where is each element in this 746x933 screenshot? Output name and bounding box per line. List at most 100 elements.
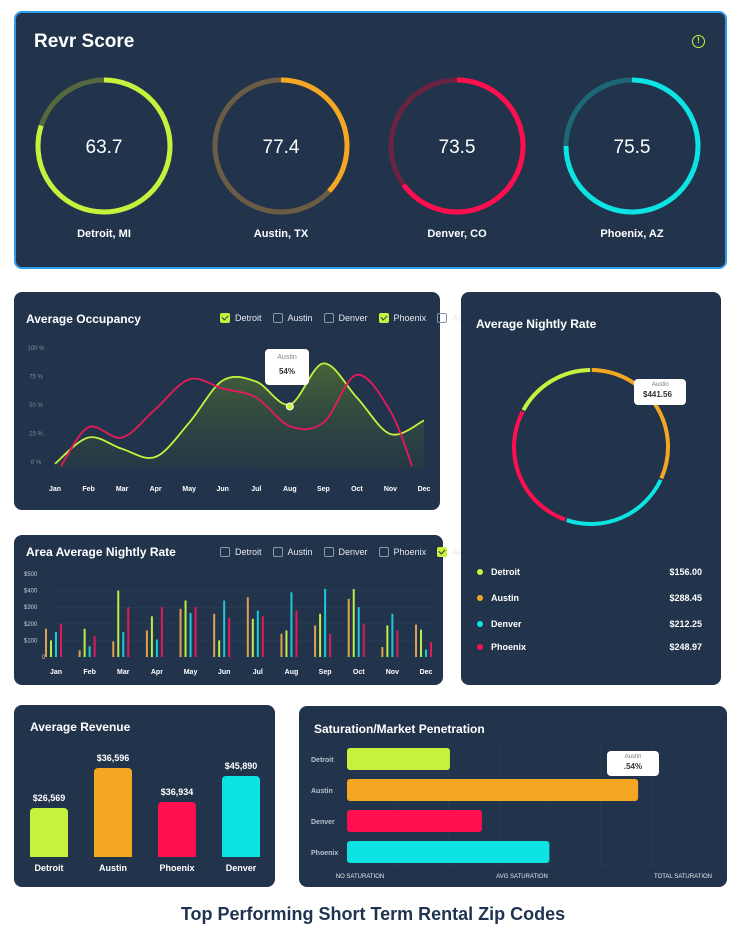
gauge-label: Detroit, MI (77, 228, 131, 240)
bar (425, 649, 427, 657)
series-line-phoenix (60, 373, 413, 467)
checkbox-phoenix[interactable] (378, 313, 389, 323)
tooltip-value: $441.56 (643, 390, 672, 399)
checkbox-label: Phoenix (393, 313, 427, 323)
bar (218, 640, 221, 657)
checkbox-all[interactable] (437, 547, 448, 557)
bar (189, 613, 192, 657)
checkbox-label: Denver (338, 547, 368, 557)
x-tick-label: May (184, 669, 198, 676)
y-tick-label: $500 (24, 572, 38, 578)
checkbox-detroit[interactable] (220, 547, 230, 557)
donut-chart: Detroit $156.00 Austin $288.45 Denver $212.25… (477, 368, 702, 652)
bar (112, 641, 115, 657)
bar (179, 608, 182, 657)
bar (55, 632, 57, 657)
x-tick-label: Oct (351, 486, 363, 493)
checkbox-austin[interactable] (272, 313, 283, 323)
checkbox-phoenix[interactable] (378, 547, 389, 557)
legend-name: Austin (491, 593, 519, 603)
bar (228, 617, 231, 657)
bar-label: Detroit (311, 757, 334, 764)
checkbox-label: Denver (338, 313, 368, 323)
y-tick-label: 50 % (29, 403, 43, 409)
bar (290, 592, 293, 657)
revenue-bar (222, 776, 260, 857)
x-tick-label: Dec (418, 486, 431, 493)
bar (150, 616, 153, 657)
checkbox-denver[interactable] (323, 547, 334, 557)
saturation-bar-austin (347, 779, 639, 801)
x-tick-label: Mar (116, 486, 129, 493)
y-tick-label: $200 (24, 622, 38, 628)
gauge-fill (401, 77, 526, 215)
checkbox-all[interactable] (437, 313, 448, 323)
y-tick-label: $400 (24, 589, 38, 595)
legend-name: Denver (491, 619, 522, 629)
legend-name: Detroit (491, 567, 520, 577)
average-revenue-card: Average Revenue $26,569 Detroit $36,596 Aus… (14, 705, 275, 887)
average-occupancy-card: Average Occupancy Detroit Austin Denver Pho… (14, 292, 462, 510)
legend-dot (477, 569, 483, 575)
bar (314, 625, 317, 657)
legend-dot (477, 621, 483, 627)
y-tick-label: 0 (42, 655, 46, 661)
checkbox-label: Phoenix (393, 547, 427, 557)
legend-dot (477, 595, 483, 601)
legend-value: $212.25 (669, 619, 702, 629)
bar (261, 616, 264, 657)
legend-value: $288.45 (669, 593, 702, 603)
saturation-bar-phoenix (347, 841, 550, 863)
x-tick-label: Oct (353, 669, 365, 676)
checkbox-denver[interactable] (323, 313, 334, 323)
gauge-fill (280, 77, 350, 193)
bar (194, 607, 197, 657)
checkbox-detroit[interactable] (220, 313, 230, 323)
gauge-fill (563, 77, 701, 215)
gauge-value: 73.5 (439, 137, 476, 158)
bar (117, 590, 120, 657)
x-tick-label: Sep (317, 486, 330, 493)
bar (415, 624, 417, 657)
nightly-rate-bar-chart: $500 $400 $300 $200 $100 0 Jan Feb Mar Apr May Jun J… (24, 572, 433, 676)
gauges: 63.7 Detroit, MI 77.4 Austin, TX 73.5 Denver,… (35, 77, 701, 240)
x-tick-label: Aug (283, 486, 297, 493)
x-tick-label: Feb (83, 669, 95, 676)
revenue-bar (158, 802, 196, 857)
y-tick-label: 25 % (29, 432, 43, 438)
saturation-bar-detroit (347, 748, 450, 770)
revenue-label: Denver (225, 863, 257, 873)
saturation-bar-denver (347, 810, 482, 832)
checkbox-austin[interactable] (272, 547, 283, 557)
checkbox-label: Austin (287, 313, 313, 323)
x-tick-label: Feb (82, 486, 94, 493)
donut-segment-phoenix (512, 410, 566, 522)
bar (391, 613, 394, 657)
series-filter: Detroit Austin Denver Phoenix All (220, 547, 468, 557)
tooltip: Austin .54% (607, 751, 659, 776)
x-tick-label: Apr (150, 486, 162, 493)
revenue-value: $26,569 (32, 793, 66, 803)
x-tick-label: Dec (420, 669, 433, 676)
revenue-label: Detroit (34, 863, 64, 873)
x-tick-label: Jun (218, 669, 230, 676)
card-title: Saturation/Market Penetration (314, 722, 485, 736)
saturation-card: Saturation/Market Penetration Detroit Aus… (299, 706, 727, 887)
bar (83, 628, 86, 657)
x-tick-label: Jun (217, 486, 229, 493)
series-line-detroit (54, 362, 425, 465)
bar (127, 607, 130, 657)
tooltip-name: Austin (624, 754, 642, 760)
x-tick-label: Aug (285, 669, 299, 676)
info-circle-icon[interactable]: ! (692, 35, 705, 48)
card-title: Area Average Nightly Rate (26, 545, 176, 559)
bar (60, 623, 62, 657)
donut-segment-detroit (521, 368, 591, 412)
bar (155, 639, 158, 657)
bar (251, 618, 254, 657)
footer-title: Top Performing Short Term Rental Zip Cod… (180, 904, 566, 924)
checkbox-label: All (452, 547, 463, 557)
axis-label: AVG SATURATION (496, 874, 548, 880)
tooltip-name: Austin (277, 354, 297, 361)
tooltip: Austin $441.56 (634, 379, 686, 405)
